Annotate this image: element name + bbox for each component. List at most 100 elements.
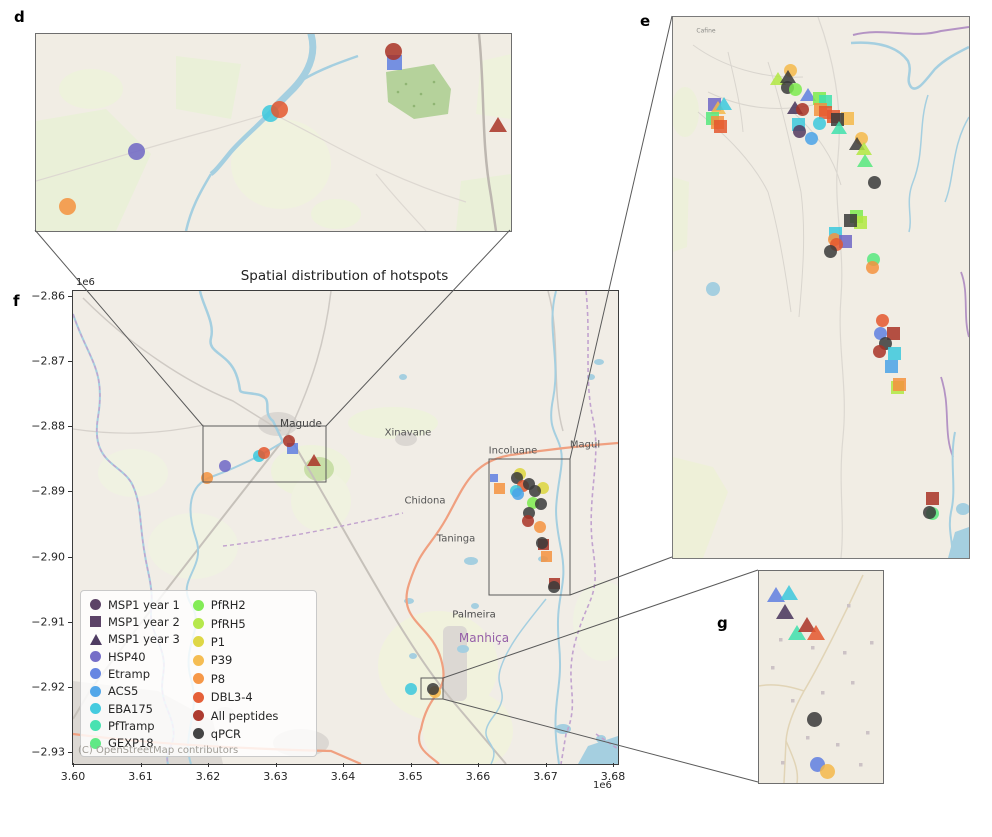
marker-all-peptides <box>307 453 322 466</box>
legend-item-label: EBA175 <box>108 701 153 716</box>
marker-qpcr <box>922 505 936 519</box>
x-tick <box>275 763 277 767</box>
legend-item-label: DBL3-4 <box>210 690 253 705</box>
legend-item: qPCR <box>190 725 279 743</box>
y-tick <box>68 621 72 623</box>
marker-p8 <box>493 482 505 494</box>
legend-item-label: P8 <box>210 671 226 686</box>
legend-item-label: MSP1 year 2 <box>108 614 180 629</box>
legend-item-label: All peptides <box>210 708 279 723</box>
legend-item: MSP1 year 3 <box>87 631 180 648</box>
x-tick-label: 3.65 <box>398 770 423 783</box>
legend-column-2: PfRH2 PfRH5 P1 P39 P8 DBL3-4 All peptides qPCR <box>190 596 279 752</box>
legend-c-icon <box>87 599 104 611</box>
marker-eba175 <box>887 346 901 360</box>
panel-label-d: d <box>14 8 25 26</box>
marker-gexp18 <box>856 154 873 167</box>
legend-q-icon <box>87 616 104 628</box>
marker-pfrh5 <box>853 215 867 229</box>
legend-item: PfRH2 <box>190 596 279 614</box>
y-axis-offset: 1e6 <box>76 277 95 288</box>
marker-all-peptides <box>384 42 402 60</box>
y-tick <box>68 752 72 753</box>
legend-item: GEXP18 <box>87 735 180 752</box>
legend-item-label: PfRH5 <box>210 616 246 631</box>
legend-c-icon <box>190 599 207 611</box>
legend: MSP1 year 1 MSP1 year 2 MSP1 year 3 HSP40 Et… <box>80 590 317 757</box>
legend-item: P8 <box>190 670 279 688</box>
x-tick <box>478 763 479 767</box>
legend-item-label: MSP1 year 3 <box>108 632 180 647</box>
panel-label-g: g <box>717 614 728 632</box>
x-tick <box>208 763 209 767</box>
legend-item: DBL3-4 <box>190 688 279 706</box>
marker-qpcr <box>779 70 796 83</box>
marker-pfrh5 <box>855 142 872 155</box>
marker-qpcr <box>536 537 548 549</box>
legend-item-label: GEXP18 <box>108 736 154 751</box>
marker-etramp <box>799 88 816 101</box>
legend-item-label: qPCR <box>210 726 242 741</box>
x-tick-label: 3.61 <box>128 770 153 783</box>
marker-qpcr <box>843 213 857 227</box>
marker-all-peptides <box>925 491 939 505</box>
basemap-art-g <box>759 571 883 783</box>
marker-all-peptides <box>488 117 507 132</box>
y-tick-label: −2.93 <box>31 745 65 759</box>
marker-p8 <box>540 550 552 562</box>
marker-msp1-year-3 <box>775 604 794 619</box>
legend-c-icon <box>190 618 207 630</box>
legend-c-icon <box>190 728 207 740</box>
marker-qpcr <box>529 485 541 497</box>
marker-etramp <box>873 326 887 340</box>
marker-p8 <box>58 197 76 215</box>
inset-panel-d <box>35 33 512 232</box>
legend-item-label: Etramp <box>108 666 151 681</box>
legend-c-icon <box>87 685 104 697</box>
x-tick-label: 3.62 <box>195 770 221 783</box>
y-tick <box>68 426 72 428</box>
inset-panel-g <box>758 570 884 784</box>
marker-eba175 <box>779 585 798 600</box>
marker-eba175 <box>405 683 417 695</box>
marker-acs5 <box>884 359 898 373</box>
y-tick-label: −2.89 <box>31 484 65 498</box>
marker-dbl3-4 <box>713 119 727 133</box>
x-tick-label: 3.64 <box>330 770 356 783</box>
y-tick-label: −2.87 <box>31 354 65 368</box>
legend-item: ACS5 <box>87 683 180 700</box>
legend-c-icon <box>190 636 207 648</box>
x-tick-label: 3.63 <box>263 770 288 783</box>
x-tick-label: 3.67 <box>533 770 558 783</box>
marker-acs5 <box>804 131 818 145</box>
marker-eba175 <box>715 97 732 110</box>
marker-qpcr <box>427 683 439 695</box>
marker-p8 <box>534 521 546 533</box>
legend-c-icon <box>87 737 104 749</box>
marker-eba175 <box>812 116 826 130</box>
legend-item: EBA175 <box>87 700 180 717</box>
marker-etramp <box>490 474 498 482</box>
legend-item: P1 <box>190 633 279 651</box>
legend-t-icon <box>87 633 104 645</box>
legend-item-label: P1 <box>210 634 226 649</box>
legend-c-icon <box>190 691 207 703</box>
x-tick <box>140 763 142 767</box>
marker-qpcr <box>867 175 881 189</box>
legend-item: HSP40 <box>87 648 180 665</box>
legend-item-label: P39 <box>210 653 233 668</box>
chart-title: Spatial distribution of hotspots <box>240 268 449 284</box>
basemap-art-d <box>36 34 511 231</box>
legend-c-icon <box>87 720 104 732</box>
inset-panel-e: Cafine <box>672 16 970 559</box>
x-tick <box>73 763 74 767</box>
legend-item-label: PfTramp <box>108 718 155 733</box>
y-tick <box>68 491 72 493</box>
legend-item-label: MSP1 year 1 <box>108 597 180 612</box>
panel-label-e: e <box>640 12 651 30</box>
legend-c-icon <box>87 668 104 680</box>
marker-pfrh2 <box>788 82 802 96</box>
x-tick <box>410 763 412 767</box>
legend-item: All peptides <box>190 706 279 724</box>
